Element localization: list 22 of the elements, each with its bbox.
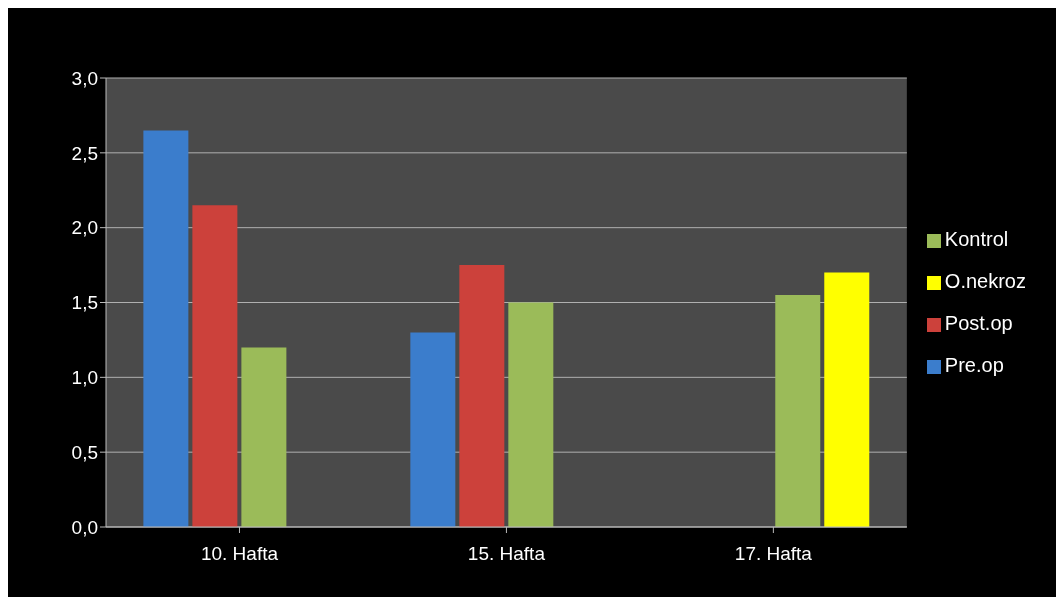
y-tick-label: 3,0: [71, 67, 98, 89]
y-tick-label: 2,5: [71, 142, 98, 164]
x-tick-label: 15. Hafta: [467, 543, 546, 565]
x-tick-label: 17. Hafta: [734, 543, 813, 565]
bar: [824, 272, 870, 527]
legend-label: Kontrol: [944, 227, 1009, 250]
y-tick-label: 2,0: [71, 217, 98, 239]
y-tick-label: 0,5: [71, 441, 98, 463]
legend-label: Post.op: [944, 311, 1013, 334]
y-tick-label: 1,5: [71, 292, 98, 314]
bar: [410, 332, 456, 527]
bar: [775, 295, 821, 527]
bar: [192, 205, 238, 527]
legend-label: Pre.op: [944, 353, 1004, 376]
bar: [241, 347, 287, 527]
bar: [143, 130, 189, 527]
x-tick-label: 10. Hafta: [200, 543, 279, 565]
y-tick-label: 1,0: [71, 367, 98, 389]
y-tick-label: 0,0: [71, 516, 98, 538]
legend-label: O.nekroz: [944, 269, 1026, 292]
bar: [508, 302, 554, 527]
bar: [459, 265, 505, 527]
